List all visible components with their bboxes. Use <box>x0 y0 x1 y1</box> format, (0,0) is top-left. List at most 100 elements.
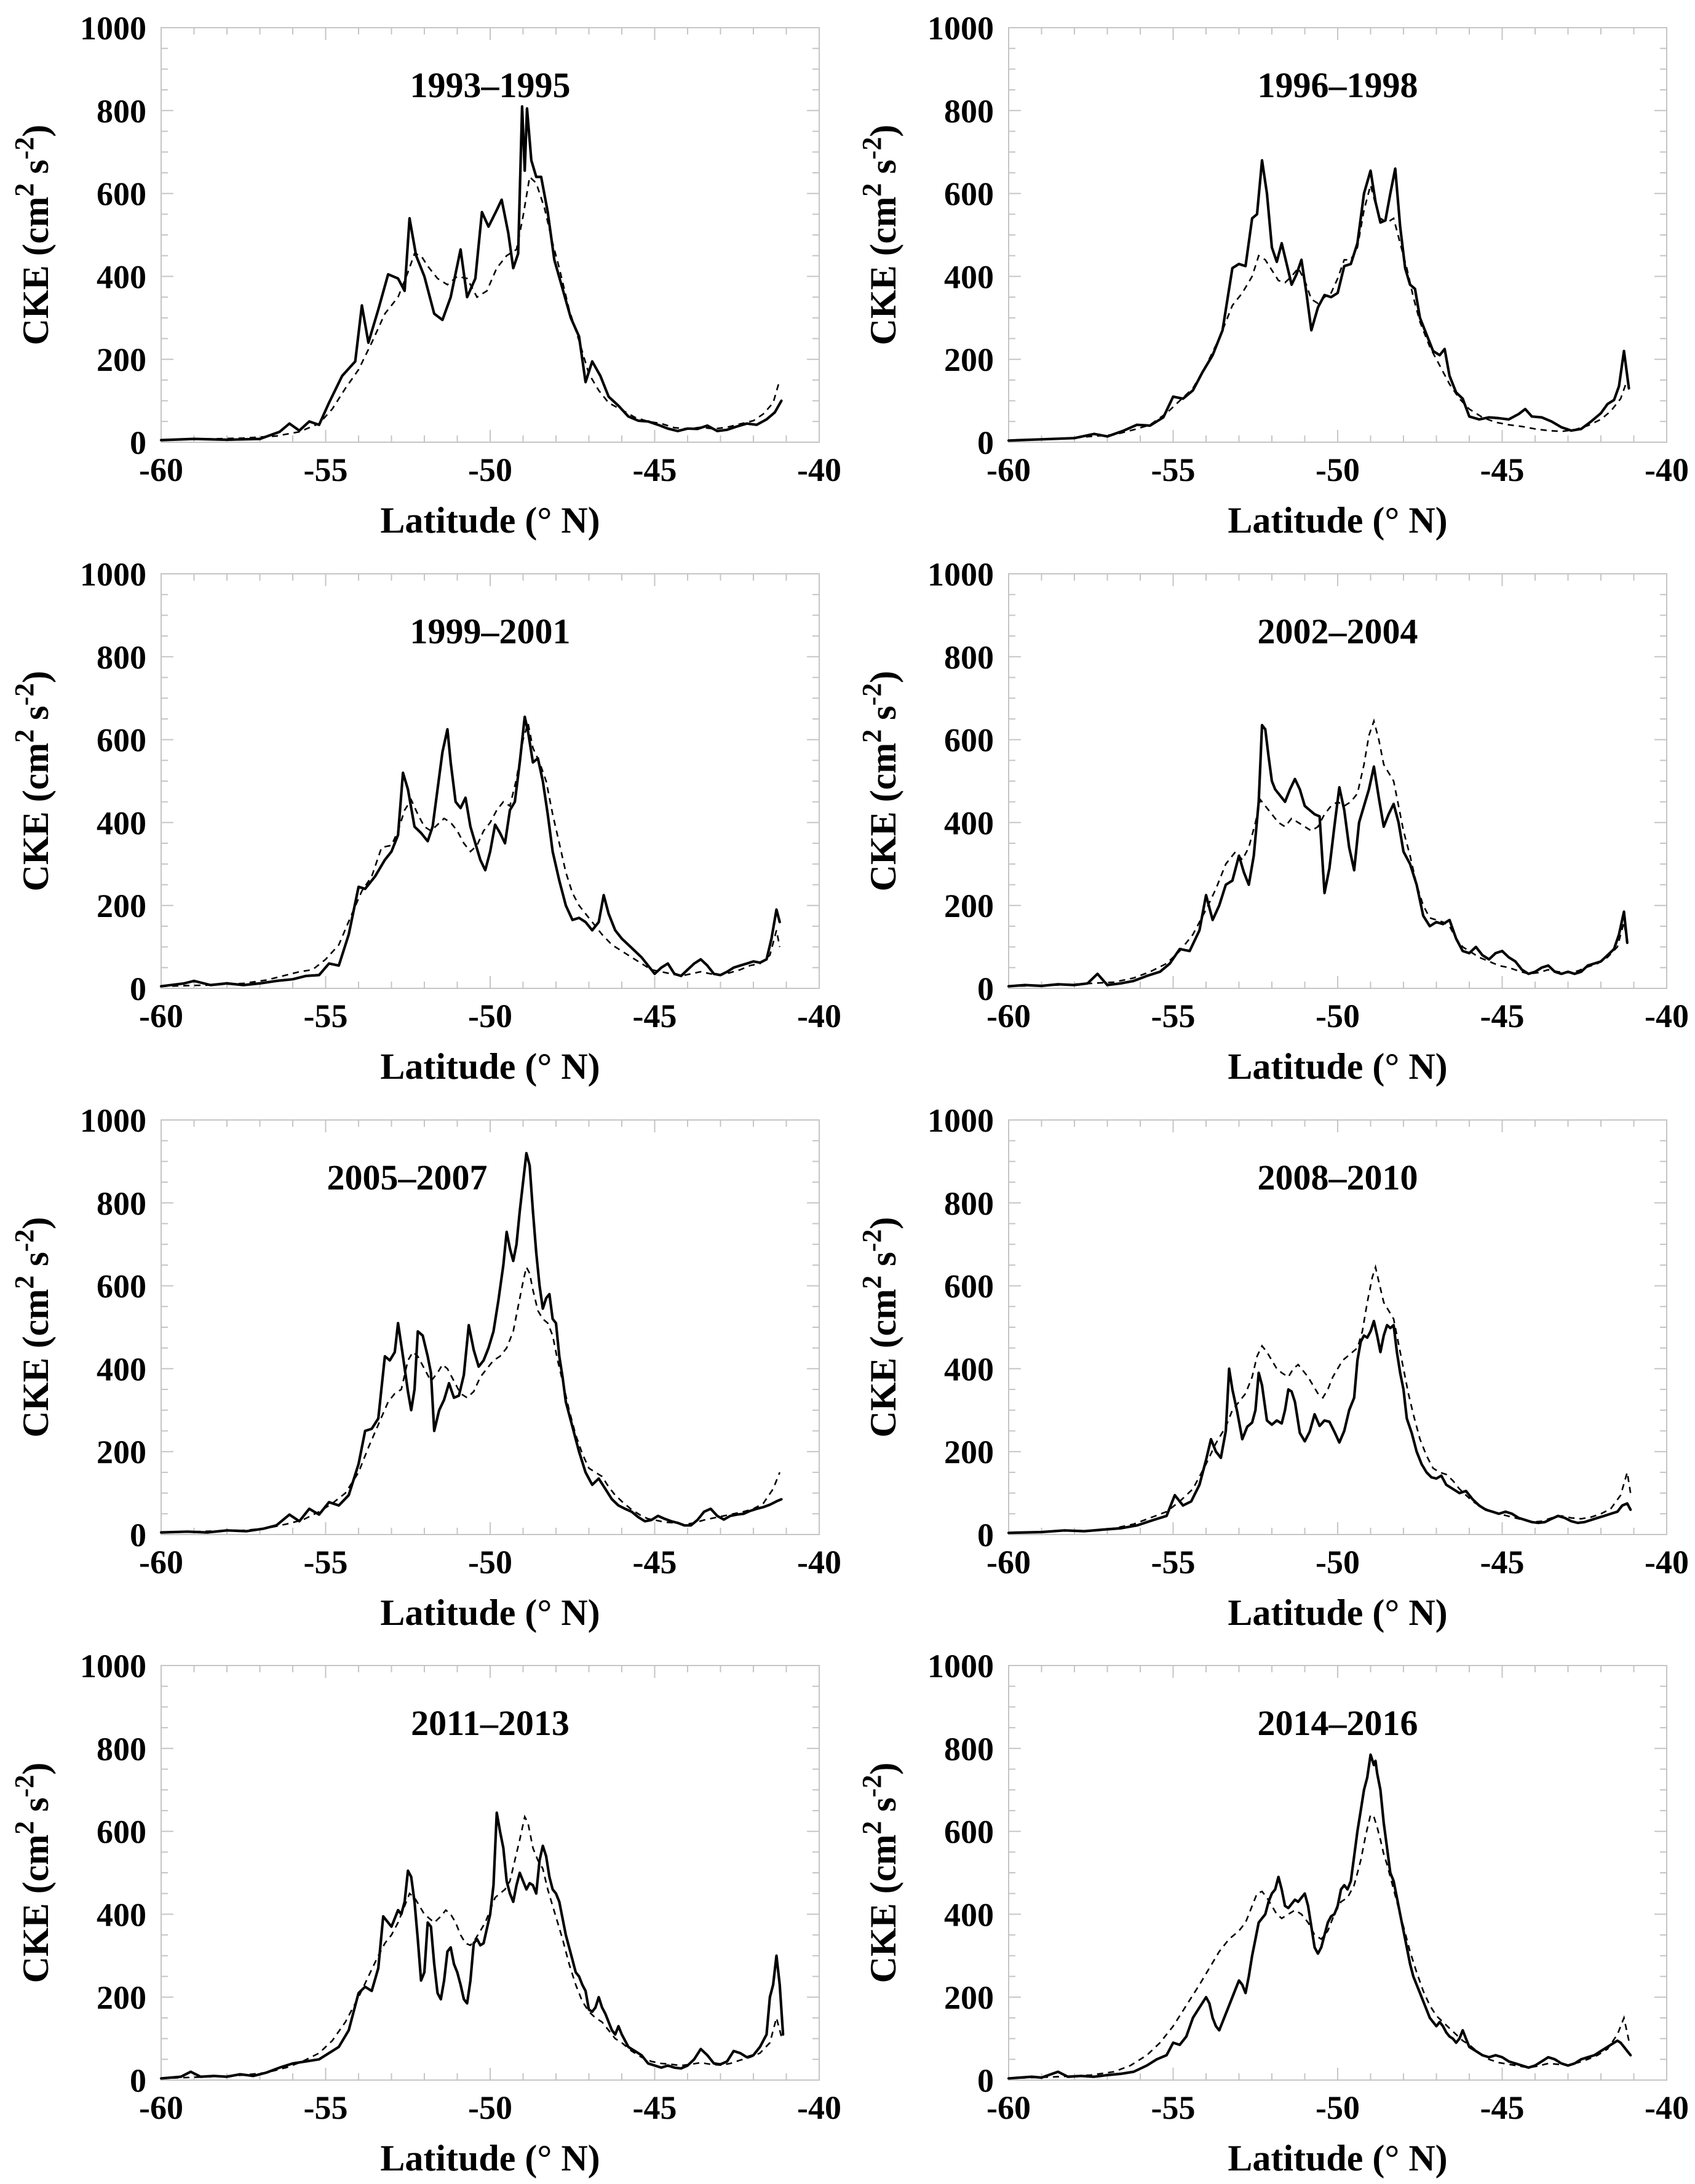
x-tick-label: -45 <box>1480 2089 1525 2126</box>
x-tick-label: -45 <box>1480 451 1525 488</box>
y-tick-label: 800 <box>97 639 146 676</box>
x-axis-label: Latitude (° N) <box>1228 500 1447 541</box>
x-tick-label: -40 <box>1645 2089 1689 2126</box>
y-tick-label: 400 <box>944 804 994 841</box>
y-tick-label: 0 <box>977 2062 994 2099</box>
x-tick-label: -45 <box>633 451 677 488</box>
y-tick-label: 800 <box>944 1731 994 1768</box>
x-tick-label: -55 <box>1151 998 1196 1034</box>
x-tick-label: -45 <box>633 1544 677 1581</box>
x-tick-label: -40 <box>1645 451 1689 488</box>
y-tick-label: 400 <box>944 1897 994 1934</box>
dashed-series <box>1008 718 1629 987</box>
x-axis-label: Latitude (° N) <box>380 500 600 541</box>
y-axis-label: CKE (cm2 s-2) <box>857 1217 903 1437</box>
chart-1996-1998: 0 200 400 600 800 1000 -60 -55 -50 -45 -40 1996–199… <box>857 10 1689 541</box>
x-tick-label: -45 <box>1480 998 1525 1034</box>
x-tick-label: -55 <box>1151 2089 1196 2126</box>
x-axis-label: Latitude (° N) <box>380 1046 600 1087</box>
dashed-series <box>1008 1263 1632 1534</box>
x-tick-label: -45 <box>1480 1544 1525 1581</box>
x-tick-label: -60 <box>139 998 183 1034</box>
y-axis-label: CKE (cm2 s-2) <box>857 1763 903 1983</box>
y-tick-label: 1000 <box>80 1648 146 1685</box>
panel-2002-2004: 0 200 400 600 800 1000 -60 -55 -50 -45 -40 2002–200… <box>848 546 1695 1092</box>
y-tick-label: 400 <box>97 1351 146 1388</box>
y-axis-label: CKE (cm2 s-2) <box>9 1217 56 1437</box>
chart-2002-2004: 0 200 400 600 800 1000 -60 -55 -50 -45 -40 2002–200… <box>857 556 1689 1087</box>
y-axis-label: CKE (cm2 s-2) <box>9 125 56 346</box>
y-tick-label: 200 <box>944 341 994 378</box>
y-tick-label: 800 <box>944 93 994 130</box>
dashed-series <box>161 722 781 987</box>
y-tick-label: 800 <box>944 1185 994 1221</box>
panel-title: 2014–2016 <box>1258 1703 1418 1743</box>
y-tick-label: 400 <box>944 1351 994 1388</box>
y-tick-label: 0 <box>977 1517 994 1554</box>
y-tick-label: 200 <box>944 887 994 924</box>
y-tick-label: 600 <box>97 1268 146 1304</box>
y-tick-label: 1000 <box>80 1102 146 1139</box>
y-tick-label: 200 <box>97 1979 146 2016</box>
y-tick-label: 200 <box>97 341 146 378</box>
x-tick-label: -40 <box>797 998 841 1034</box>
x-axis-label: Latitude (° N) <box>1228 1046 1447 1087</box>
x-tick-label: -50 <box>468 2089 512 2126</box>
y-tick-label: 400 <box>944 258 994 295</box>
y-tick-label: 0 <box>977 424 994 461</box>
panel-1993-1995: 0 200 400 600 800 1000 -60 -55 -50 -45 -40 1993–199… <box>0 0 848 546</box>
dashed-series <box>161 175 781 441</box>
x-tick-label: -50 <box>1316 998 1360 1034</box>
x-tick-label: -50 <box>1316 1544 1360 1581</box>
y-tick-label: 1000 <box>927 10 994 47</box>
x-axis-label: Latitude (° N) <box>380 2138 600 2178</box>
dashed-series <box>161 1814 782 2079</box>
y-tick-label: 800 <box>97 1185 146 1221</box>
y-tick-label: 600 <box>97 721 146 758</box>
panel-2005-2007: 0 200 400 600 800 1000 -60 -55 -50 -45 -40 2005–200… <box>0 1092 848 1638</box>
panel-2014-2016: 0 200 400 600 800 1000 -60 -55 -50 -45 -40 2014–201… <box>848 1638 1695 2184</box>
y-tick-label: 200 <box>944 1979 994 2016</box>
y-tick-label: 1000 <box>80 10 146 47</box>
x-axis-label: Latitude (° N) <box>1228 2138 1447 2178</box>
chart-1999-2001: 0 200 400 600 800 1000 -60 -55 -50 -45 -40 1999–200… <box>9 556 841 1087</box>
panel-2008-2010: 0 200 400 600 800 1000 -60 -55 -50 -45 -40 2008–201… <box>848 1092 1695 1638</box>
y-tick-label: 0 <box>130 971 146 1007</box>
chart-2008-2010: 0 200 400 600 800 1000 -60 -55 -50 -45 -40 2008–201… <box>857 1102 1689 1633</box>
x-axis-label: Latitude (° N) <box>380 1592 600 1633</box>
dashed-series <box>1008 1813 1630 2079</box>
x-tick-label: -55 <box>304 2089 348 2126</box>
panel-title: 2008–2010 <box>1258 1158 1418 1197</box>
x-tick-label: -45 <box>633 998 677 1034</box>
x-tick-label: -60 <box>139 2089 183 2126</box>
y-tick-label: 200 <box>944 1434 994 1471</box>
x-tick-label: -40 <box>1645 998 1689 1034</box>
solid-series <box>159 105 783 442</box>
chart-2005-2007: 0 200 400 600 800 1000 -60 -55 -50 -45 -40 2005–200… <box>9 1102 841 1633</box>
panel-2011-2013: 0 200 400 600 800 1000 -60 -55 -50 -45 -40 2011–201… <box>0 1638 848 2184</box>
solid-series <box>1007 159 1630 442</box>
x-tick-label: -50 <box>468 1544 512 1581</box>
solid-series <box>159 715 781 988</box>
x-tick-label: -50 <box>1316 2089 1360 2126</box>
y-tick-label: 200 <box>97 887 146 924</box>
x-tick-label: -55 <box>304 1544 348 1581</box>
x-tick-label: -60 <box>986 998 1031 1034</box>
x-tick-label: -50 <box>468 998 512 1034</box>
y-tick-label: 600 <box>97 176 146 213</box>
chart-2014-2016: 0 200 400 600 800 1000 -60 -55 -50 -45 -40 2014–201… <box>857 1648 1689 2178</box>
y-tick-label: 400 <box>97 804 146 841</box>
panel-title: 2002–2004 <box>1258 611 1418 651</box>
panel-title: 1993–1995 <box>410 65 571 105</box>
panel-1996-1998: 0 200 400 600 800 1000 -60 -55 -50 -45 -40 1996–199… <box>848 0 1695 546</box>
plot-frame <box>161 1119 820 1535</box>
y-tick-label: 600 <box>97 1814 146 1851</box>
solid-series <box>159 1151 783 1534</box>
panel-title: 2011–2013 <box>411 1703 570 1743</box>
x-tick-label: -55 <box>304 998 348 1034</box>
solid-series <box>1007 723 1629 988</box>
y-axis-label: CKE (cm2 s-2) <box>857 125 903 346</box>
panel-title: 2005–2007 <box>327 1158 488 1197</box>
y-tick-label: 1000 <box>927 556 994 593</box>
